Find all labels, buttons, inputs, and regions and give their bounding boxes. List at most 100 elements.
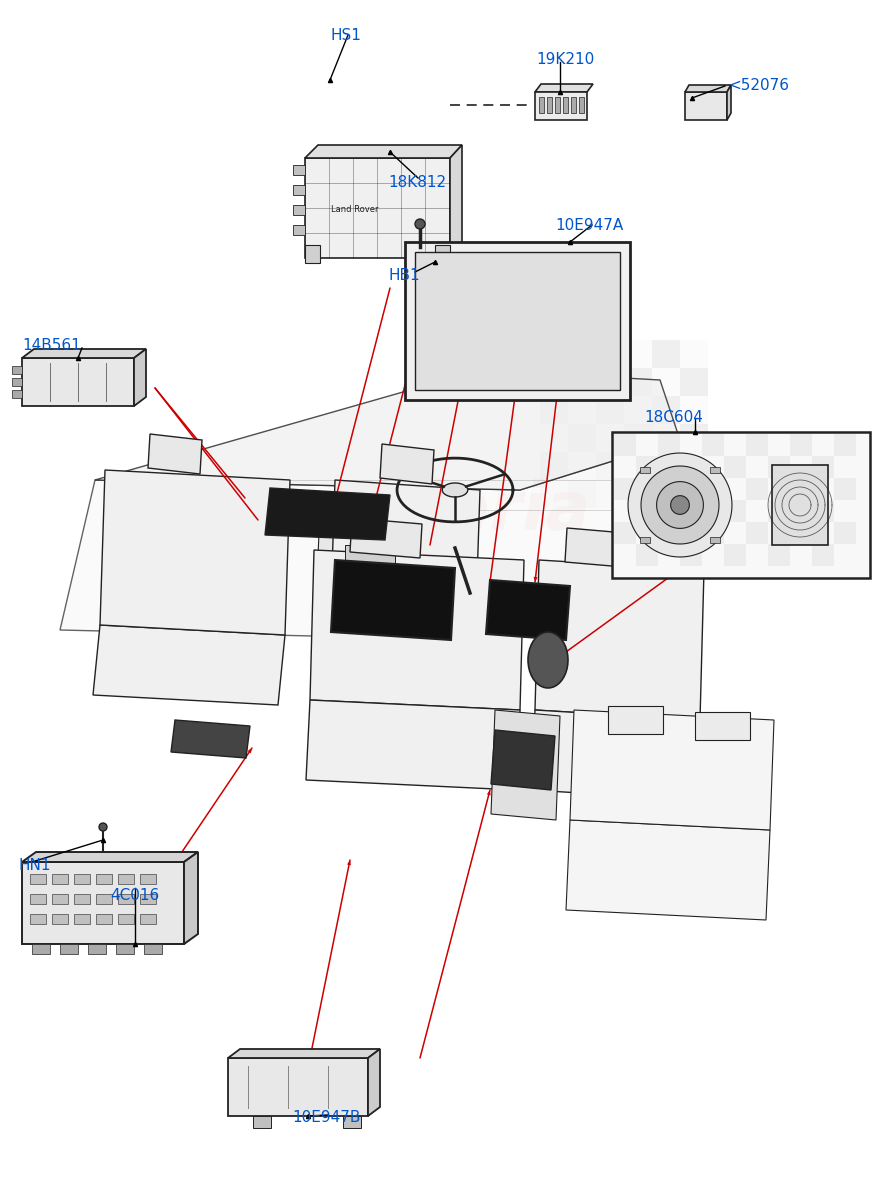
Bar bbox=[571, 97, 576, 113]
Polygon shape bbox=[528, 632, 568, 688]
Polygon shape bbox=[253, 515, 258, 520]
Bar bbox=[702, 500, 724, 522]
Bar bbox=[74, 894, 90, 904]
Bar bbox=[614, 456, 636, 478]
Bar bbox=[96, 914, 112, 924]
Bar bbox=[680, 478, 702, 500]
Polygon shape bbox=[329, 515, 333, 520]
Bar bbox=[768, 456, 790, 478]
Polygon shape bbox=[323, 630, 475, 710]
Bar bbox=[52, 874, 68, 884]
Bar bbox=[790, 456, 812, 478]
Bar bbox=[812, 500, 834, 522]
Bar bbox=[140, 914, 156, 924]
Polygon shape bbox=[548, 660, 553, 665]
Bar bbox=[624, 480, 652, 508]
Bar bbox=[636, 544, 658, 566]
Polygon shape bbox=[184, 852, 198, 944]
Bar bbox=[834, 544, 856, 566]
Bar bbox=[652, 480, 680, 508]
Bar bbox=[140, 894, 156, 904]
Bar bbox=[614, 544, 636, 566]
Text: HB1: HB1 bbox=[388, 268, 419, 283]
Bar bbox=[52, 894, 68, 904]
Bar bbox=[293, 164, 305, 175]
Bar bbox=[680, 424, 708, 452]
Bar bbox=[812, 522, 834, 544]
Bar bbox=[614, 500, 636, 522]
Polygon shape bbox=[134, 349, 146, 406]
Bar bbox=[228, 1058, 368, 1116]
Bar bbox=[724, 434, 746, 456]
Bar bbox=[680, 456, 702, 478]
Bar bbox=[790, 500, 812, 522]
Text: r: r bbox=[480, 566, 495, 596]
Bar bbox=[636, 478, 658, 500]
Bar bbox=[812, 434, 834, 456]
Bar bbox=[539, 97, 544, 113]
Bar bbox=[624, 424, 652, 452]
Bar bbox=[768, 478, 790, 500]
Bar bbox=[658, 544, 680, 566]
Bar bbox=[596, 396, 624, 424]
Bar bbox=[32, 944, 50, 954]
Polygon shape bbox=[535, 560, 704, 720]
Bar bbox=[540, 424, 568, 452]
Bar bbox=[568, 340, 596, 368]
Bar bbox=[614, 478, 636, 500]
Bar bbox=[746, 500, 768, 522]
Bar bbox=[12, 390, 22, 398]
Polygon shape bbox=[380, 444, 434, 484]
Bar bbox=[405, 242, 630, 400]
Polygon shape bbox=[450, 145, 462, 258]
Text: parts: parts bbox=[310, 576, 442, 619]
Polygon shape bbox=[491, 710, 560, 820]
Polygon shape bbox=[315, 510, 420, 630]
Bar bbox=[680, 452, 708, 480]
Polygon shape bbox=[772, 464, 828, 545]
Bar bbox=[343, 1116, 361, 1128]
Text: 4C016: 4C016 bbox=[110, 888, 159, 902]
Bar bbox=[790, 522, 812, 544]
Polygon shape bbox=[628, 454, 732, 557]
Bar bbox=[579, 97, 584, 113]
Polygon shape bbox=[306, 700, 520, 790]
Bar bbox=[812, 478, 834, 500]
Bar bbox=[834, 522, 856, 544]
Polygon shape bbox=[566, 820, 770, 920]
Bar bbox=[812, 456, 834, 478]
Bar bbox=[596, 480, 624, 508]
Bar bbox=[568, 424, 596, 452]
Bar bbox=[724, 456, 746, 478]
Circle shape bbox=[99, 823, 107, 830]
Bar bbox=[568, 452, 596, 480]
Polygon shape bbox=[670, 496, 689, 515]
Polygon shape bbox=[265, 488, 390, 540]
Bar bbox=[640, 536, 650, 542]
Bar bbox=[702, 544, 724, 566]
Polygon shape bbox=[248, 748, 252, 754]
Bar bbox=[658, 456, 680, 478]
Bar bbox=[415, 252, 620, 390]
Bar bbox=[724, 500, 746, 522]
Bar bbox=[293, 205, 305, 215]
Bar bbox=[652, 396, 680, 424]
Text: 10E947A: 10E947A bbox=[555, 218, 623, 233]
Bar bbox=[116, 944, 134, 954]
Bar bbox=[746, 434, 768, 456]
Polygon shape bbox=[171, 720, 250, 758]
Polygon shape bbox=[487, 790, 491, 796]
Polygon shape bbox=[534, 577, 537, 582]
Bar bbox=[790, 478, 812, 500]
Bar bbox=[568, 396, 596, 424]
Bar bbox=[746, 478, 768, 500]
Bar bbox=[624, 396, 652, 424]
Circle shape bbox=[415, 218, 425, 229]
Bar bbox=[658, 478, 680, 500]
Bar bbox=[652, 452, 680, 480]
Bar bbox=[614, 522, 636, 544]
Bar bbox=[293, 185, 305, 194]
Polygon shape bbox=[368, 1049, 380, 1116]
Bar bbox=[624, 452, 652, 480]
Polygon shape bbox=[148, 434, 202, 474]
